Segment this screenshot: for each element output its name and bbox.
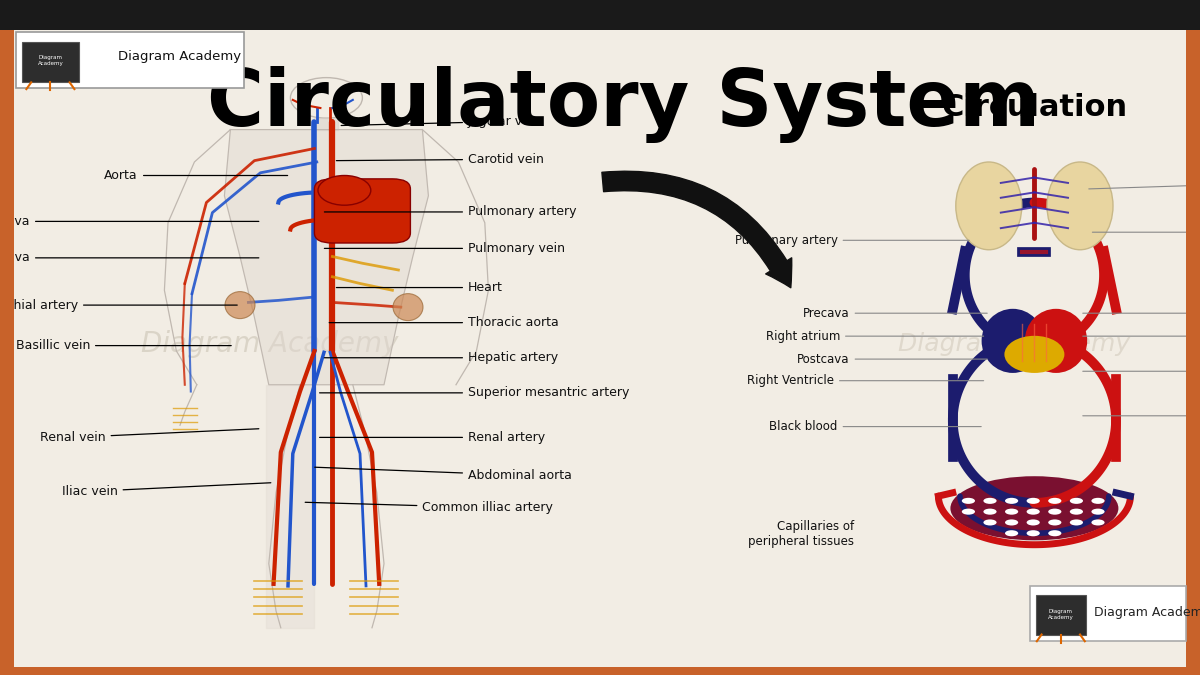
Ellipse shape xyxy=(1027,520,1039,525)
Ellipse shape xyxy=(1092,509,1104,514)
Ellipse shape xyxy=(1004,498,1018,504)
FancyBboxPatch shape xyxy=(22,42,79,82)
Ellipse shape xyxy=(1070,520,1082,525)
Text: Pulmonary artery: Pulmonary artery xyxy=(734,234,970,247)
Text: Circulation: Circulation xyxy=(941,94,1128,122)
Ellipse shape xyxy=(950,477,1118,540)
Ellipse shape xyxy=(962,498,974,504)
Text: Renal vein: Renal vein xyxy=(40,429,259,444)
Text: Pulmonary artery: Pulmonary artery xyxy=(324,205,576,219)
Text: Common illiac artery: Common illiac artery xyxy=(305,501,553,514)
Text: Carotid vein: Carotid vein xyxy=(336,153,544,166)
Text: Brachial artery: Brachial artery xyxy=(0,298,238,312)
Ellipse shape xyxy=(1049,531,1061,536)
Bar xyxy=(1186,0,1200,675)
Text: Iliac vein: Iliac vein xyxy=(61,483,271,498)
Text: Jugular vein: Jugular vein xyxy=(341,115,542,128)
Text: Superior mesantric artery: Superior mesantric artery xyxy=(319,386,629,400)
Ellipse shape xyxy=(1049,520,1061,525)
Ellipse shape xyxy=(984,520,997,525)
Ellipse shape xyxy=(394,294,424,321)
Text: Circulatory System: Circulatory System xyxy=(208,66,1040,143)
Bar xyxy=(0,0,14,675)
Ellipse shape xyxy=(1004,336,1064,373)
Ellipse shape xyxy=(955,162,1022,250)
FancyArrowPatch shape xyxy=(602,171,792,288)
Bar xyxy=(0,667,1200,675)
Ellipse shape xyxy=(984,509,997,514)
Text: Diagram Academy: Diagram Academy xyxy=(142,330,398,358)
FancyBboxPatch shape xyxy=(16,32,244,88)
Ellipse shape xyxy=(1004,509,1018,514)
FancyBboxPatch shape xyxy=(314,179,410,243)
Text: Superior vena cava: Superior vena cava xyxy=(0,215,259,228)
Text: Left atrium: Left atrium xyxy=(1082,329,1200,343)
Text: Aorta: Aorta xyxy=(104,169,288,182)
Ellipse shape xyxy=(1049,498,1061,504)
Text: Heart: Heart xyxy=(336,281,503,294)
Text: Black blood: Black blood xyxy=(769,420,982,433)
Polygon shape xyxy=(314,118,338,130)
Text: Pulmonary vein: Pulmonary vein xyxy=(1092,225,1200,239)
Ellipse shape xyxy=(1092,520,1104,525)
Ellipse shape xyxy=(1046,162,1114,250)
Ellipse shape xyxy=(1070,498,1082,504)
Text: Diagram
Academy: Diagram Academy xyxy=(37,55,64,66)
Text: Right atrium: Right atrium xyxy=(766,329,984,343)
Text: Diagram Academy: Diagram Academy xyxy=(898,332,1130,356)
Text: Diagram Academy: Diagram Academy xyxy=(1094,605,1200,619)
Ellipse shape xyxy=(1027,509,1039,514)
Text: Inferior vena cava: Inferior vena cava xyxy=(0,251,259,265)
Text: Renal artery: Renal artery xyxy=(319,431,545,444)
Ellipse shape xyxy=(1004,520,1018,525)
FancyBboxPatch shape xyxy=(1036,595,1086,634)
FancyBboxPatch shape xyxy=(1030,586,1186,641)
Text: Diagram
Academy: Diagram Academy xyxy=(1048,609,1074,620)
Ellipse shape xyxy=(1049,509,1061,514)
Text: Right Ventricle: Right Ventricle xyxy=(746,374,984,387)
Ellipse shape xyxy=(984,498,997,504)
Text: Thoracic aorta: Thoracic aorta xyxy=(329,316,559,329)
Text: Basillic vein: Basillic vein xyxy=(16,339,232,352)
Ellipse shape xyxy=(1070,509,1082,514)
Text: Postcava: Postcava xyxy=(797,352,988,366)
Ellipse shape xyxy=(962,509,974,514)
Text: Diagram Academy: Diagram Academy xyxy=(118,50,241,63)
Circle shape xyxy=(318,176,371,205)
Ellipse shape xyxy=(1027,498,1039,504)
Text: Precava: Precava xyxy=(803,306,988,320)
Ellipse shape xyxy=(1092,498,1104,504)
Text: Pulmonary vein: Pulmonary vein xyxy=(324,242,565,255)
Text: Aorta: Aorta xyxy=(1082,306,1200,320)
Ellipse shape xyxy=(982,309,1044,373)
Polygon shape xyxy=(224,130,428,385)
Text: Abdominal aorta: Abdominal aorta xyxy=(314,467,572,482)
Text: Pulmonary Capillary: Pulmonary Capillary xyxy=(1088,177,1200,190)
Ellipse shape xyxy=(1004,531,1018,536)
Text: Hepatic artery: Hepatic artery xyxy=(324,351,558,364)
Text: Left ventricle: Left ventricle xyxy=(1082,364,1200,378)
Bar xyxy=(0,0,1200,30)
Ellipse shape xyxy=(1025,309,1087,373)
Text: Arterial blood: Arterial blood xyxy=(1082,409,1200,423)
Text: Capillaries of
peripheral tissues: Capillaries of peripheral tissues xyxy=(749,520,854,547)
Ellipse shape xyxy=(1027,531,1039,536)
Ellipse shape xyxy=(226,292,256,319)
